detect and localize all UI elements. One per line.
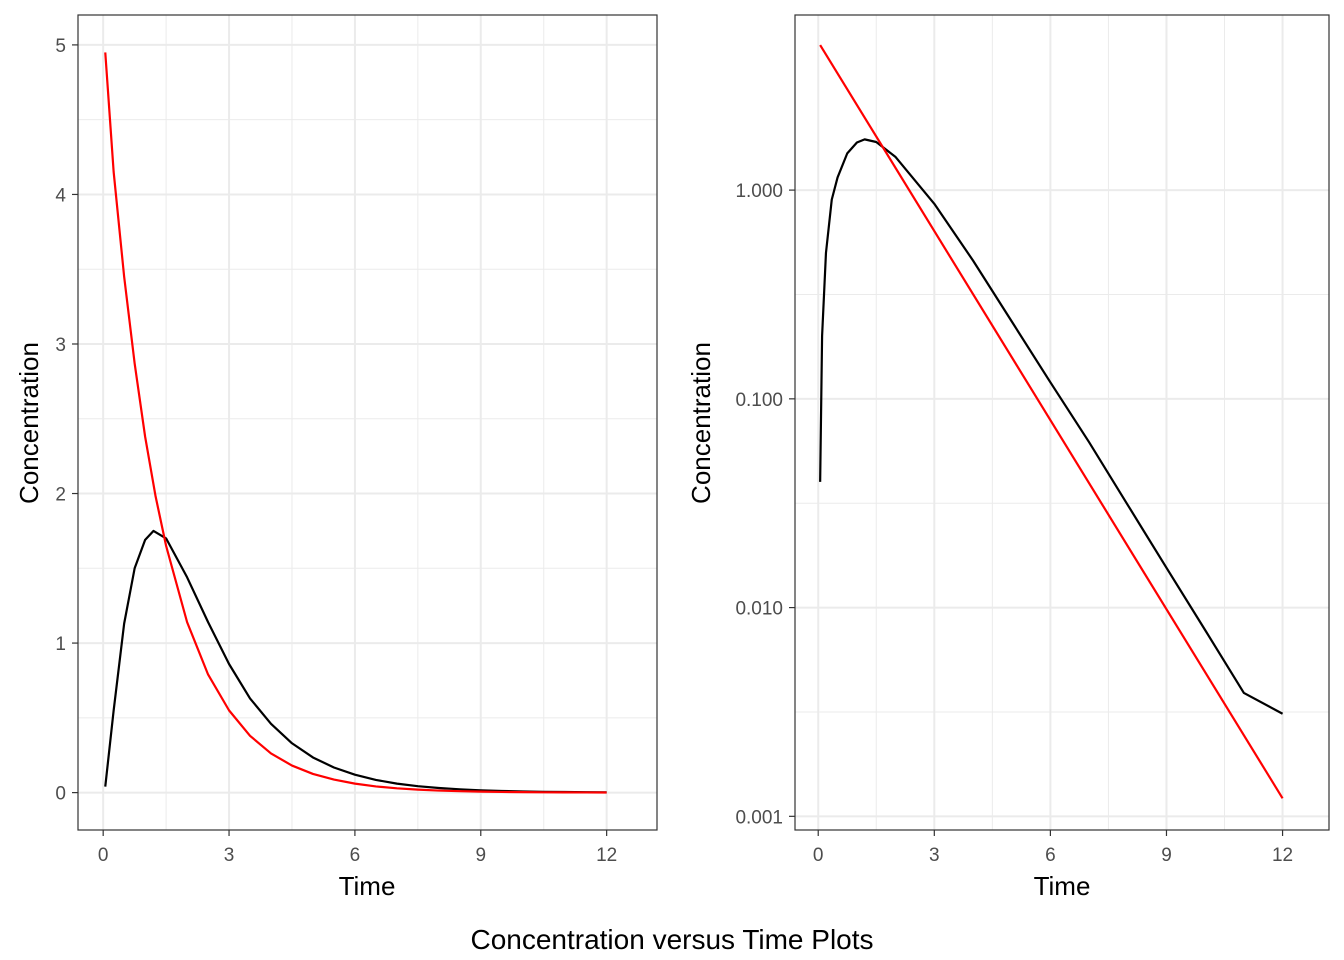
- y-tick-label: 1: [55, 634, 66, 655]
- series-line-0: [819, 138, 1284, 715]
- x-tick-label: 9: [1161, 845, 1172, 866]
- x-tick-label: 0: [98, 845, 109, 866]
- y-tick-label: 5: [55, 36, 66, 57]
- y-tick-label: 0.001: [735, 807, 783, 828]
- x-axis-title: Time: [1034, 871, 1091, 901]
- y-tick-label: 0.100: [735, 390, 783, 411]
- series-line-1: [104, 52, 607, 794]
- x-axis-title: Time: [339, 871, 396, 901]
- x-tick-label: 6: [350, 845, 361, 866]
- panel-border: [77, 14, 658, 831]
- series-line-1: [819, 44, 1284, 799]
- y-axis-title: Concentration: [686, 342, 716, 504]
- y-tick-label: 4: [55, 185, 66, 206]
- panel-border: [794, 14, 1330, 831]
- panel-background: [795, 15, 1329, 830]
- y-tick-label: 2: [55, 485, 66, 506]
- panel-right-log: 0 3 6 9 12 0.001 0.010 0.100 1.000 Time Concentrat…: [686, 14, 1330, 901]
- x-tick-label: 12: [1272, 845, 1293, 866]
- y-tick-label: 0: [55, 784, 66, 805]
- x-tick-label: 0: [813, 845, 824, 866]
- y-axis-title: Concentration: [14, 342, 44, 504]
- y-tick-label: 1.000: [735, 181, 783, 202]
- y-tick-label: 0.010: [735, 599, 783, 620]
- x-tick-label: 3: [929, 845, 940, 866]
- panel-background: [78, 15, 657, 830]
- x-tick-label: 6: [1045, 845, 1056, 866]
- x-tick-label: 9: [475, 845, 486, 866]
- x-tick-label: 3: [224, 845, 235, 866]
- x-tick-label: 12: [596, 845, 617, 866]
- y-tick-label: 3: [55, 335, 66, 356]
- figure-caption: Concentration versus Time Plots: [470, 924, 873, 955]
